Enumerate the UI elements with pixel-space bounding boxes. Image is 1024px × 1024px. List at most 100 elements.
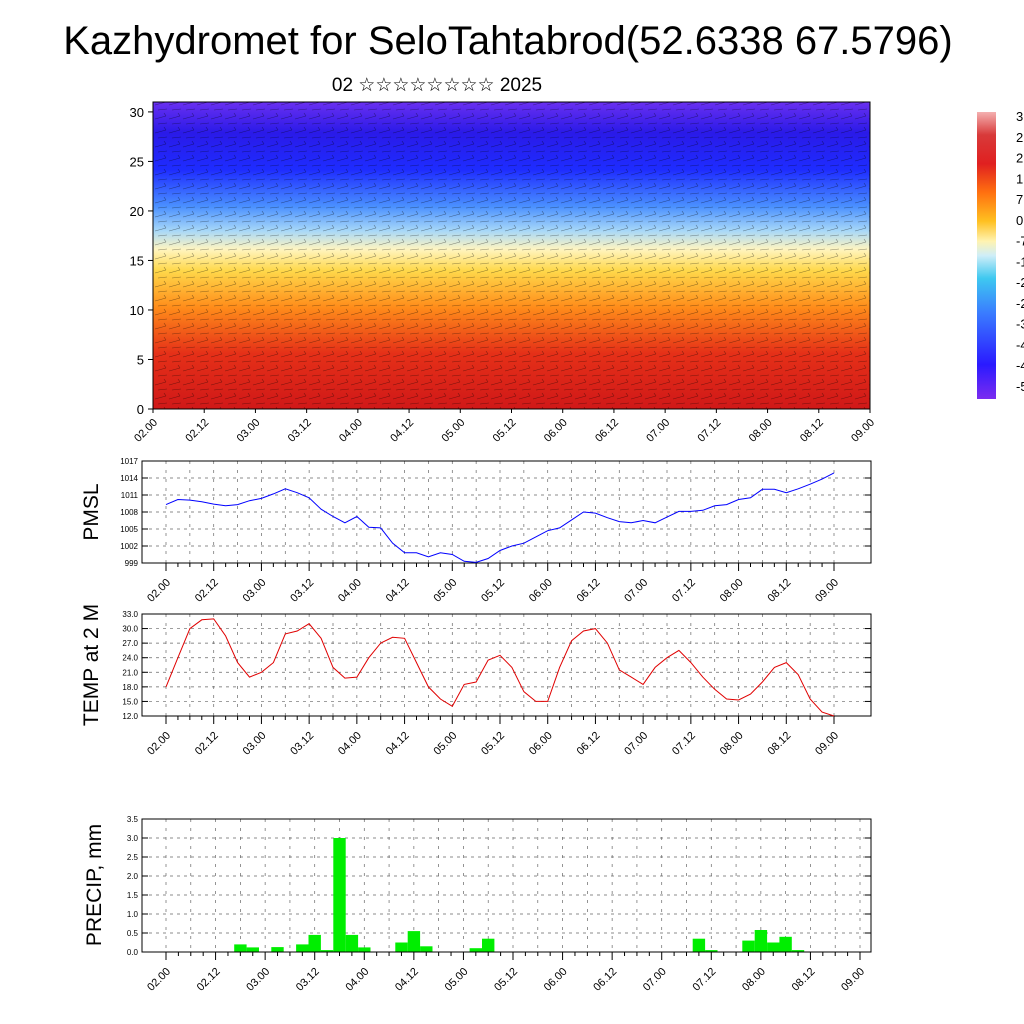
y-tick-label: 2.0 xyxy=(127,872,139,881)
precip-bar xyxy=(407,931,421,952)
y-tick-label: 27.0 xyxy=(122,639,138,648)
precip-frame xyxy=(141,818,872,953)
x-tick-label: 06.00 xyxy=(527,730,555,758)
x-tick-label: 05.12 xyxy=(479,730,507,758)
x-tick-label: 05.00 xyxy=(443,966,471,994)
x-tick-label: 02.00 xyxy=(132,417,160,445)
colorbar-labels: 3 2 2 1 7 0 -7 -1 -2 -2 -3 -4 -4 -5 xyxy=(1016,109,1024,394)
x-tick-label: 09.00 xyxy=(839,966,867,994)
x-tick-label: 02.00 xyxy=(145,966,173,994)
x-tick-label: 02.12 xyxy=(193,730,221,758)
precip-bar xyxy=(234,944,247,952)
y-tick-label: 5 xyxy=(137,352,144,367)
y-tick-label: 1005 xyxy=(120,525,138,534)
colorbar-label: -4 xyxy=(1016,358,1024,373)
main-title: Kazhydromet for SeloTahtabrod(52.6338 67… xyxy=(63,19,952,63)
precip-x-axis: 02.00 02.12 03.00 03.12 04.00 04.12 05.00 05.12… xyxy=(145,952,867,994)
x-tick-label: 07.00 xyxy=(622,577,650,605)
x-tick-label: 08.00 xyxy=(740,966,768,994)
x-tick-label: 02.00 xyxy=(145,577,173,605)
precip-bar xyxy=(754,930,768,952)
precip-bar xyxy=(320,950,334,952)
precip-bar xyxy=(705,950,718,952)
x-tick-label: 06.00 xyxy=(542,966,570,994)
colorbar-label: -2 xyxy=(1016,296,1024,311)
y-tick-label: 1008 xyxy=(120,508,138,517)
precip-bar xyxy=(742,940,755,952)
y-tick-label: 21.0 xyxy=(122,668,138,677)
colorbar-label: 0 xyxy=(1016,213,1023,228)
colorbar-label: 1 xyxy=(1016,171,1023,186)
y-tick-label: 15 xyxy=(130,253,144,268)
temp-axis-label: TEMP at 2 M xyxy=(80,604,103,726)
temp-x-axis: 02.00 02.12 03.00 03.12 04.00 04.12 05.00 05.12… xyxy=(145,716,841,758)
precip-bar xyxy=(333,838,346,952)
colorbar-scale xyxy=(977,112,996,399)
y-tick-label: 20 xyxy=(130,204,144,219)
y-tick-label: 30.0 xyxy=(122,625,138,634)
y-tick-label: 10 xyxy=(130,303,144,318)
x-tick-label: 04.12 xyxy=(384,577,412,605)
heatmap-x-axis: 02.00 02.12 03.00 03.12 04.00 04.12 05.00 05.12… xyxy=(132,409,877,445)
precip-bar xyxy=(767,942,780,952)
x-tick-label: 06.12 xyxy=(591,966,619,994)
x-tick-label: 05.00 xyxy=(439,417,467,445)
x-tick-label: 03.00 xyxy=(241,577,269,605)
temp-series-line xyxy=(165,618,835,717)
colorbar-label: -1 xyxy=(1016,254,1024,269)
y-tick-label: 1017 xyxy=(120,457,138,466)
x-tick-label: 07.12 xyxy=(696,417,724,445)
temp-panel: 12.015.018.021.024.027.030.033.0 02.00 02… xyxy=(80,604,872,758)
temp-y-axis: 12.0 15.0 18.0 21.0 24.0 27.0 30.0 33.0 xyxy=(122,610,871,721)
y-tick-label: 1002 xyxy=(120,542,138,551)
y-tick-label: 12.0 xyxy=(122,712,138,721)
heatmap-panel: 0 5 10 15 20 25 30 02.00 02.12 03.00 03.12 04.00 04… xyxy=(130,101,877,445)
x-tick-label: 04.00 xyxy=(336,577,364,605)
y-tick-label: 1014 xyxy=(120,474,138,483)
x-tick-label: 05.12 xyxy=(479,577,507,605)
x-tick-label: 06.00 xyxy=(542,417,570,445)
x-tick-label: 02.12 xyxy=(193,577,221,605)
pmsl-panel: 999 1002 1005 1008 1011 1014 1017 02.00 02.12 03… xyxy=(80,457,872,605)
x-tick-label: 03.12 xyxy=(288,577,316,605)
y-tick-label: 30 xyxy=(130,105,144,120)
colorbar-label: -3 xyxy=(1016,317,1024,332)
heatmap-y-axis: 0 5 10 15 20 25 30 xyxy=(130,105,153,417)
x-tick-label: 04.00 xyxy=(337,417,365,445)
y-tick-label: 3.5 xyxy=(127,815,139,824)
x-tick-label: 04.12 xyxy=(393,966,421,994)
colorbar-label: -7 xyxy=(1016,234,1024,249)
x-tick-label: 09.00 xyxy=(849,417,877,445)
x-tick-label: 06.12 xyxy=(575,730,603,758)
y-tick-label: 1.0 xyxy=(127,910,139,919)
x-tick-label: 07.12 xyxy=(670,577,698,605)
precip-bar xyxy=(779,936,792,952)
x-tick-label: 06.00 xyxy=(527,577,555,605)
y-tick-label: 2.5 xyxy=(127,853,139,862)
colorbar-label: -5 xyxy=(1016,379,1024,394)
x-tick-label: 09.00 xyxy=(813,577,841,605)
pmsl-axis-label: PMSL xyxy=(80,483,103,540)
x-tick-label: 08.00 xyxy=(718,730,746,758)
y-tick-label: 0 xyxy=(137,402,144,417)
y-tick-label: 18.0 xyxy=(122,683,138,692)
x-tick-label: 03.00 xyxy=(235,417,263,445)
x-tick-label: 07.12 xyxy=(670,730,698,758)
precip-bar xyxy=(296,944,309,952)
x-tick-label: 09.00 xyxy=(813,730,841,758)
x-tick-label: 03.12 xyxy=(294,966,322,994)
x-tick-label: 03.00 xyxy=(241,730,269,758)
precip-panel: 0.0 0.5 1.0 1.5 2.0 2.5 3.0 3.5 02.00 02.12 03.00… xyxy=(83,815,872,994)
precip-bar xyxy=(395,942,408,952)
precip-bar xyxy=(271,947,284,952)
x-tick-label: 08.12 xyxy=(790,966,818,994)
y-tick-label: 0.0 xyxy=(127,948,139,957)
colorbar-label: -2 xyxy=(1016,275,1024,290)
precip-bar xyxy=(791,950,805,952)
colorbar-label: 3 xyxy=(1016,109,1023,124)
x-tick-label: 08.12 xyxy=(765,730,793,758)
x-tick-label: 07.00 xyxy=(622,730,650,758)
x-tick-label: 07.12 xyxy=(690,966,718,994)
precip-bar xyxy=(692,938,706,952)
